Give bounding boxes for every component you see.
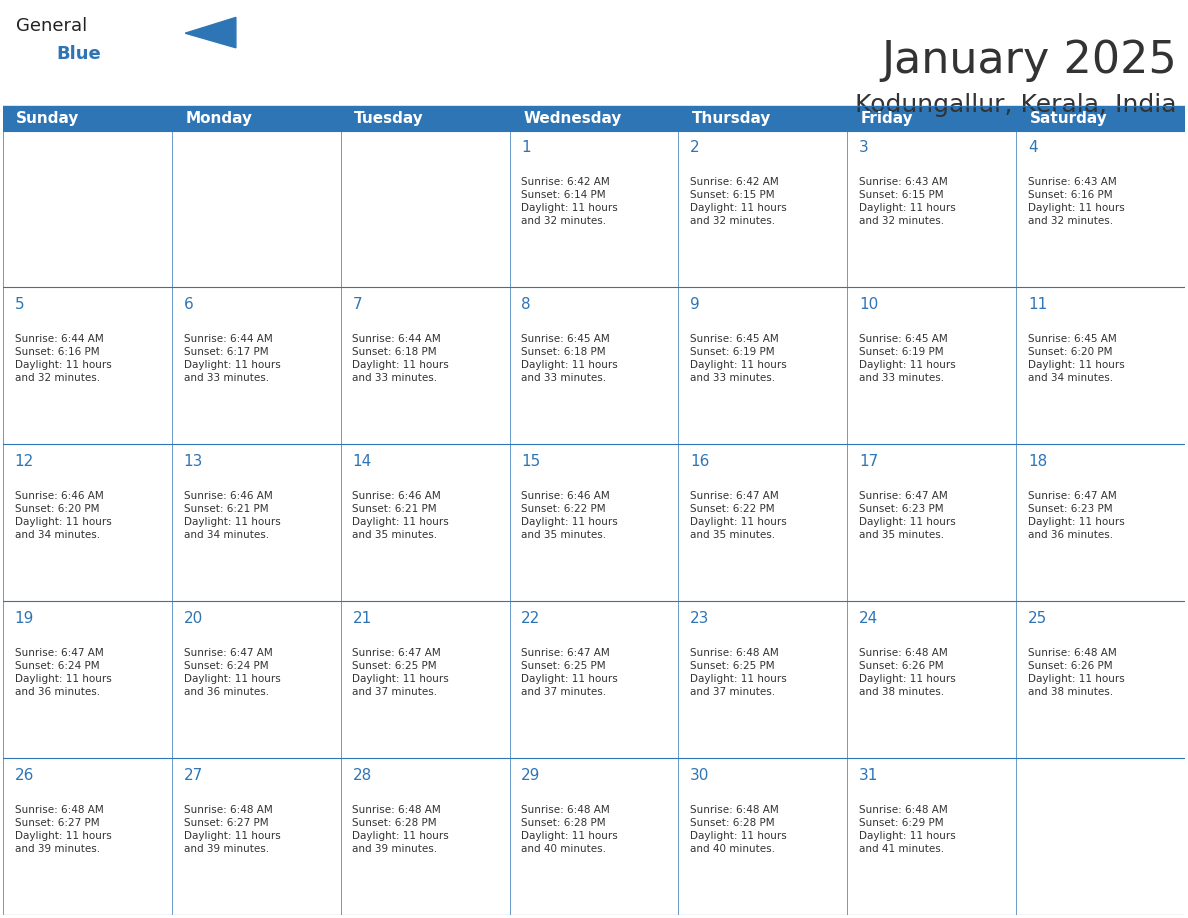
Text: Sunrise: 6:47 AM
Sunset: 6:23 PM
Daylight: 11 hours
and 36 minutes.: Sunrise: 6:47 AM Sunset: 6:23 PM Dayligh… <box>1028 490 1125 540</box>
FancyBboxPatch shape <box>2 106 1186 130</box>
Text: Kodungallur, Kerala, India: Kodungallur, Kerala, India <box>855 93 1177 117</box>
Text: Sunrise: 6:45 AM
Sunset: 6:18 PM
Daylight: 11 hours
and 33 minutes.: Sunrise: 6:45 AM Sunset: 6:18 PM Dayligh… <box>522 333 618 384</box>
Text: Sunrise: 6:48 AM
Sunset: 6:27 PM
Daylight: 11 hours
and 39 minutes.: Sunrise: 6:48 AM Sunset: 6:27 PM Dayligh… <box>14 804 112 854</box>
Text: Sunrise: 6:47 AM
Sunset: 6:25 PM
Daylight: 11 hours
and 37 minutes.: Sunrise: 6:47 AM Sunset: 6:25 PM Dayligh… <box>522 647 618 697</box>
Text: Sunrise: 6:44 AM
Sunset: 6:17 PM
Daylight: 11 hours
and 33 minutes.: Sunrise: 6:44 AM Sunset: 6:17 PM Dayligh… <box>183 333 280 384</box>
Text: 31: 31 <box>859 768 879 783</box>
Text: 11: 11 <box>1028 297 1048 312</box>
Text: Sunrise: 6:43 AM
Sunset: 6:15 PM
Daylight: 11 hours
and 32 minutes.: Sunrise: 6:43 AM Sunset: 6:15 PM Dayligh… <box>859 177 956 227</box>
Text: Sunrise: 6:42 AM
Sunset: 6:15 PM
Daylight: 11 hours
and 32 minutes.: Sunrise: 6:42 AM Sunset: 6:15 PM Dayligh… <box>690 177 786 227</box>
Text: Blue: Blue <box>57 45 102 63</box>
Text: 27: 27 <box>183 768 203 783</box>
Text: 18: 18 <box>1028 454 1048 469</box>
Text: 10: 10 <box>859 297 878 312</box>
Text: Sunrise: 6:48 AM
Sunset: 6:28 PM
Daylight: 11 hours
and 40 minutes.: Sunrise: 6:48 AM Sunset: 6:28 PM Dayligh… <box>690 804 786 854</box>
Text: 23: 23 <box>690 611 709 626</box>
Text: 24: 24 <box>859 611 878 626</box>
Text: Sunrise: 6:48 AM
Sunset: 6:27 PM
Daylight: 11 hours
and 39 minutes.: Sunrise: 6:48 AM Sunset: 6:27 PM Dayligh… <box>183 804 280 854</box>
Text: Sunrise: 6:48 AM
Sunset: 6:28 PM
Daylight: 11 hours
and 40 minutes.: Sunrise: 6:48 AM Sunset: 6:28 PM Dayligh… <box>522 804 618 854</box>
Text: Saturday: Saturday <box>1030 111 1107 126</box>
Text: 7: 7 <box>353 297 362 312</box>
Text: Sunrise: 6:46 AM
Sunset: 6:21 PM
Daylight: 11 hours
and 34 minutes.: Sunrise: 6:46 AM Sunset: 6:21 PM Dayligh… <box>183 490 280 540</box>
Text: 12: 12 <box>14 454 33 469</box>
Text: 8: 8 <box>522 297 531 312</box>
Text: Sunrise: 6:47 AM
Sunset: 6:23 PM
Daylight: 11 hours
and 35 minutes.: Sunrise: 6:47 AM Sunset: 6:23 PM Dayligh… <box>859 490 956 540</box>
Text: Sunrise: 6:48 AM
Sunset: 6:28 PM
Daylight: 11 hours
and 39 minutes.: Sunrise: 6:48 AM Sunset: 6:28 PM Dayligh… <box>353 804 449 854</box>
Text: 2: 2 <box>690 140 700 155</box>
Text: Sunrise: 6:44 AM
Sunset: 6:18 PM
Daylight: 11 hours
and 33 minutes.: Sunrise: 6:44 AM Sunset: 6:18 PM Dayligh… <box>353 333 449 384</box>
Text: 13: 13 <box>183 454 203 469</box>
Text: Thursday: Thursday <box>691 111 771 126</box>
Text: Sunrise: 6:46 AM
Sunset: 6:22 PM
Daylight: 11 hours
and 35 minutes.: Sunrise: 6:46 AM Sunset: 6:22 PM Dayligh… <box>522 490 618 540</box>
Text: 17: 17 <box>859 454 878 469</box>
Text: Friday: Friday <box>861 111 914 126</box>
Text: Sunrise: 6:43 AM
Sunset: 6:16 PM
Daylight: 11 hours
and 32 minutes.: Sunrise: 6:43 AM Sunset: 6:16 PM Dayligh… <box>1028 177 1125 227</box>
Text: 30: 30 <box>690 768 709 783</box>
Text: 6: 6 <box>183 297 194 312</box>
Text: Wednesday: Wednesday <box>523 111 621 126</box>
Text: 4: 4 <box>1028 140 1038 155</box>
Text: Sunday: Sunday <box>17 111 80 126</box>
Text: 1: 1 <box>522 140 531 155</box>
Text: Sunrise: 6:45 AM
Sunset: 6:19 PM
Daylight: 11 hours
and 33 minutes.: Sunrise: 6:45 AM Sunset: 6:19 PM Dayligh… <box>859 333 956 384</box>
Text: 14: 14 <box>353 454 372 469</box>
Text: Sunrise: 6:45 AM
Sunset: 6:19 PM
Daylight: 11 hours
and 33 minutes.: Sunrise: 6:45 AM Sunset: 6:19 PM Dayligh… <box>690 333 786 384</box>
Text: Monday: Monday <box>185 111 252 126</box>
Text: 25: 25 <box>1028 611 1048 626</box>
Text: Sunrise: 6:42 AM
Sunset: 6:14 PM
Daylight: 11 hours
and 32 minutes.: Sunrise: 6:42 AM Sunset: 6:14 PM Dayligh… <box>522 177 618 227</box>
Text: 5: 5 <box>14 297 24 312</box>
Text: Sunrise: 6:48 AM
Sunset: 6:26 PM
Daylight: 11 hours
and 38 minutes.: Sunrise: 6:48 AM Sunset: 6:26 PM Dayligh… <box>859 647 956 697</box>
Text: Sunrise: 6:48 AM
Sunset: 6:25 PM
Daylight: 11 hours
and 37 minutes.: Sunrise: 6:48 AM Sunset: 6:25 PM Dayligh… <box>690 647 786 697</box>
Text: 29: 29 <box>522 768 541 783</box>
Text: 20: 20 <box>183 611 203 626</box>
Text: 9: 9 <box>690 297 700 312</box>
Text: 19: 19 <box>14 611 34 626</box>
Text: January 2025: January 2025 <box>881 39 1177 83</box>
Text: Sunrise: 6:47 AM
Sunset: 6:24 PM
Daylight: 11 hours
and 36 minutes.: Sunrise: 6:47 AM Sunset: 6:24 PM Dayligh… <box>183 647 280 697</box>
Text: Sunrise: 6:45 AM
Sunset: 6:20 PM
Daylight: 11 hours
and 34 minutes.: Sunrise: 6:45 AM Sunset: 6:20 PM Dayligh… <box>1028 333 1125 384</box>
Text: Tuesday: Tuesday <box>354 111 424 126</box>
Text: Sunrise: 6:47 AM
Sunset: 6:22 PM
Daylight: 11 hours
and 35 minutes.: Sunrise: 6:47 AM Sunset: 6:22 PM Dayligh… <box>690 490 786 540</box>
Text: 3: 3 <box>859 140 868 155</box>
Text: Sunrise: 6:48 AM
Sunset: 6:29 PM
Daylight: 11 hours
and 41 minutes.: Sunrise: 6:48 AM Sunset: 6:29 PM Dayligh… <box>859 804 956 854</box>
Text: 22: 22 <box>522 611 541 626</box>
Text: Sunrise: 6:46 AM
Sunset: 6:20 PM
Daylight: 11 hours
and 34 minutes.: Sunrise: 6:46 AM Sunset: 6:20 PM Dayligh… <box>14 490 112 540</box>
Text: 16: 16 <box>690 454 709 469</box>
Text: Sunrise: 6:47 AM
Sunset: 6:25 PM
Daylight: 11 hours
and 37 minutes.: Sunrise: 6:47 AM Sunset: 6:25 PM Dayligh… <box>353 647 449 697</box>
Text: 15: 15 <box>522 454 541 469</box>
Text: Sunrise: 6:46 AM
Sunset: 6:21 PM
Daylight: 11 hours
and 35 minutes.: Sunrise: 6:46 AM Sunset: 6:21 PM Dayligh… <box>353 490 449 540</box>
Text: Sunrise: 6:44 AM
Sunset: 6:16 PM
Daylight: 11 hours
and 32 minutes.: Sunrise: 6:44 AM Sunset: 6:16 PM Dayligh… <box>14 333 112 384</box>
Text: 21: 21 <box>353 611 372 626</box>
Text: 28: 28 <box>353 768 372 783</box>
Text: General: General <box>17 17 88 36</box>
Polygon shape <box>185 17 236 48</box>
Text: Sunrise: 6:48 AM
Sunset: 6:26 PM
Daylight: 11 hours
and 38 minutes.: Sunrise: 6:48 AM Sunset: 6:26 PM Dayligh… <box>1028 647 1125 697</box>
Text: 26: 26 <box>14 768 34 783</box>
Text: Sunrise: 6:47 AM
Sunset: 6:24 PM
Daylight: 11 hours
and 36 minutes.: Sunrise: 6:47 AM Sunset: 6:24 PM Dayligh… <box>14 647 112 697</box>
